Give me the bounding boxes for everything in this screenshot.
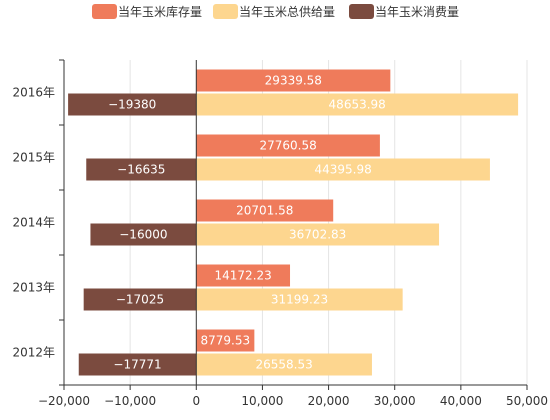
data-label: −19380 [108,98,156,112]
legend-item[interactable]: 当年玉米总供给量 [213,4,335,19]
category-label: 2015年 [12,151,55,165]
x-tick-label: −10,000 [104,394,156,408]
x-tick-label: 30,000 [374,394,416,408]
data-label: 36702.83 [289,228,346,242]
bar-consumption[interactable] [78,353,197,376]
bar-supply[interactable] [196,158,490,181]
category-label: 2016年 [12,86,55,100]
legend-swatch [349,4,374,19]
category-label: 2012年 [12,346,55,360]
y-axis: 2016年 2015年 2014年 2013年 2012年 [12,59,65,386]
bars: 29339.58 48653.98 −19380 27760.58 44395.98 −1… [68,60,519,385]
x-tick-label: 50,000 [506,394,548,408]
x-tick-label: 20,000 [308,394,350,408]
x-tick-label: 0 [192,394,200,408]
bar-inventory[interactable] [196,329,255,352]
legend-label: 当年玉米消费量 [375,5,459,19]
data-label: 26558.53 [255,358,312,372]
bar-inventory[interactable] [196,264,291,287]
data-label: 8779.53 [201,334,251,348]
legend-label: 当年玉米库存量 [118,4,202,19]
legend-item[interactable]: 当年玉米消费量 [349,4,459,19]
bar-supply[interactable] [196,93,519,116]
data-label: 27760.58 [259,139,316,153]
bar-consumption[interactable] [86,158,197,181]
category-label: 2014年 [12,216,55,230]
legend-label: 当年玉米总供给量 [239,5,335,19]
bar-inventory[interactable] [196,134,380,157]
legend-swatch [213,4,238,19]
x-tick-label: −20,000 [38,394,90,408]
data-label: 14172.23 [215,269,272,283]
bar-inventory[interactable] [196,69,391,92]
data-label: 31199.23 [271,293,328,307]
legend-item[interactable]: 当年玉米库存量 [92,4,202,19]
data-label: −16635 [117,163,165,177]
legend: 当年玉米库存量 当年玉米总供给量 当年玉米消费量 [92,4,459,19]
bar-inventory[interactable] [196,199,334,222]
x-axis: −20,000 −10,000 0 10,000 20,000 30,000 40,000 5… [38,384,548,408]
data-label: −16000 [119,228,167,242]
bar-consumption[interactable] [68,93,197,116]
bar-consumption[interactable] [90,223,197,246]
category-label: 2013年 [12,281,55,295]
data-label: 44395.98 [314,163,371,177]
data-label: 29339.58 [265,74,322,88]
bar-supply[interactable] [196,288,403,311]
data-label: −17771 [113,358,161,372]
bar-supply[interactable] [196,353,372,376]
data-label: 20701.58 [236,204,293,218]
x-tick-label: 10,000 [241,394,283,408]
x-tick-label: 40,000 [440,394,482,408]
bar-supply[interactable] [196,223,440,246]
data-label: 48653.98 [329,98,386,112]
bar-consumption[interactable] [83,288,197,311]
data-label: −17025 [116,293,164,307]
legend-swatch [92,4,117,19]
